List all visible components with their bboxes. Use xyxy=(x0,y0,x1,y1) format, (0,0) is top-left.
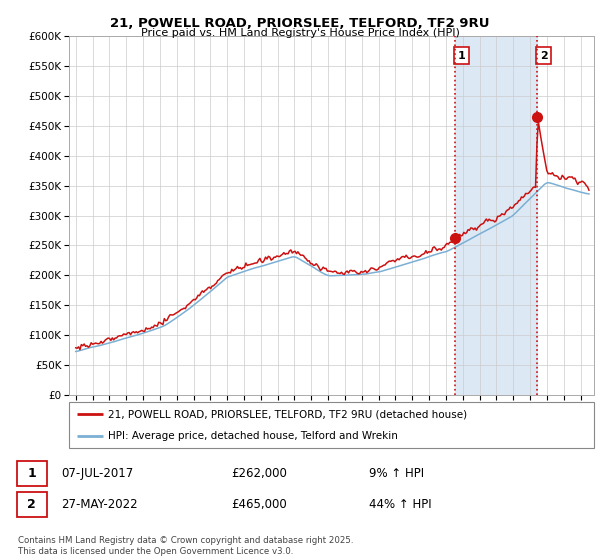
Text: Contains HM Land Registry data © Crown copyright and database right 2025.
This d: Contains HM Land Registry data © Crown c… xyxy=(18,536,353,556)
Text: 1: 1 xyxy=(458,51,465,60)
Text: £262,000: £262,000 xyxy=(231,467,287,480)
Bar xyxy=(455,36,537,395)
Text: 2: 2 xyxy=(27,498,36,511)
Text: 9% ↑ HPI: 9% ↑ HPI xyxy=(369,467,424,480)
Text: Price paid vs. HM Land Registry's House Price Index (HPI): Price paid vs. HM Land Registry's House … xyxy=(140,28,460,38)
FancyBboxPatch shape xyxy=(17,461,47,486)
Text: 2: 2 xyxy=(540,51,548,60)
Text: 21, POWELL ROAD, PRIORSLEE, TELFORD, TF2 9RU (detached house): 21, POWELL ROAD, PRIORSLEE, TELFORD, TF2… xyxy=(109,409,467,419)
Text: 1: 1 xyxy=(27,467,36,480)
Text: HPI: Average price, detached house, Telford and Wrekin: HPI: Average price, detached house, Telf… xyxy=(109,431,398,441)
Text: 07-JUL-2017: 07-JUL-2017 xyxy=(61,467,133,480)
Text: 27-MAY-2022: 27-MAY-2022 xyxy=(61,498,137,511)
Text: 21, POWELL ROAD, PRIORSLEE, TELFORD, TF2 9RU: 21, POWELL ROAD, PRIORSLEE, TELFORD, TF2… xyxy=(110,17,490,30)
Text: £465,000: £465,000 xyxy=(231,498,287,511)
FancyBboxPatch shape xyxy=(17,492,47,517)
Text: 44% ↑ HPI: 44% ↑ HPI xyxy=(369,498,432,511)
